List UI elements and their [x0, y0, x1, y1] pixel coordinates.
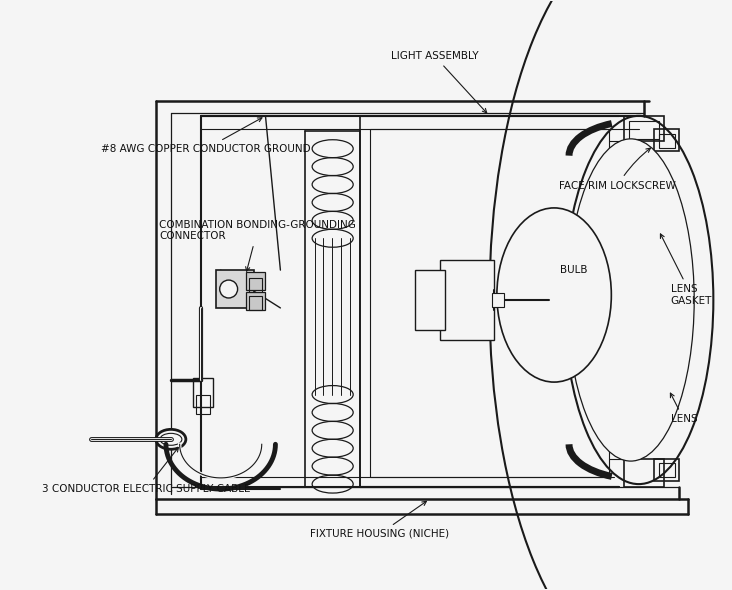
Bar	[249, 278, 263, 292]
Ellipse shape	[156, 430, 186, 449]
Ellipse shape	[220, 280, 238, 298]
Bar	[493, 293, 504, 307]
Text: LENS
GASKET: LENS GASKET	[660, 234, 712, 306]
Bar	[624, 459, 664, 487]
Text: LIGHT ASSEMBLY: LIGHT ASSEMBLY	[391, 51, 487, 113]
Bar	[245, 292, 266, 310]
Bar	[193, 378, 213, 408]
Text: #8 AWG COPPER CONDUCTOR GROUND: #8 AWG COPPER CONDUCTOR GROUND	[101, 118, 311, 153]
Bar	[245, 272, 266, 290]
Bar	[419, 300, 438, 320]
Bar	[654, 129, 679, 150]
Bar	[419, 278, 438, 298]
Bar	[195, 395, 210, 414]
Bar	[440, 260, 494, 340]
Bar	[654, 459, 679, 481]
Text: FACE RIM LOCKSCREW: FACE RIM LOCKSCREW	[559, 148, 676, 191]
Bar	[249, 296, 263, 310]
Bar	[624, 116, 664, 141]
Ellipse shape	[567, 139, 694, 461]
Text: LENS: LENS	[671, 393, 697, 424]
Text: COMBINATION BONDING-GROUNDING
CONNECTOR: COMBINATION BONDING-GROUNDING CONNECTOR	[159, 219, 356, 271]
Bar	[216, 270, 253, 308]
Bar	[659, 134, 675, 148]
Bar	[659, 463, 675, 477]
Bar	[415, 270, 444, 330]
Bar	[629, 121, 659, 139]
Ellipse shape	[497, 208, 611, 382]
Text: 3 CONDUCTOR ELECTRIC SUPPLY CABLE: 3 CONDUCTOR ELECTRIC SUPPLY CABLE	[42, 447, 250, 494]
Text: BULB: BULB	[560, 265, 588, 275]
Text: FIXTURE HOUSING (NICHE): FIXTURE HOUSING (NICHE)	[310, 502, 449, 539]
